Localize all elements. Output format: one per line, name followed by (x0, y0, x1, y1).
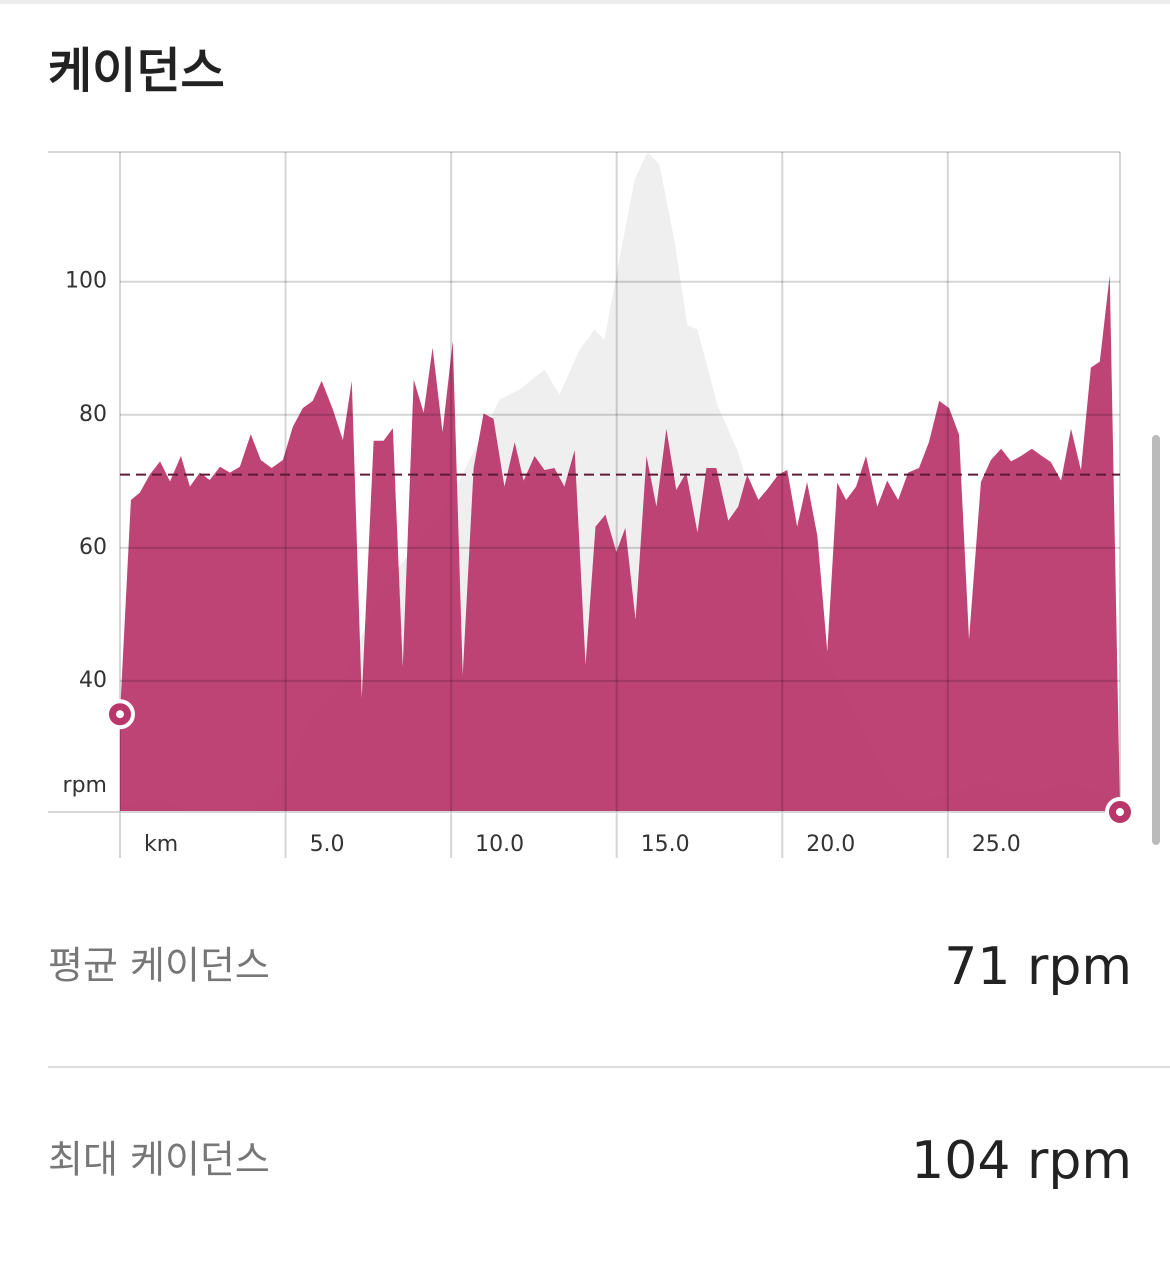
title: 케이던스 (48, 43, 225, 99)
endpoint-dot (116, 710, 124, 719)
x-tick-label: 5.0 (310, 832, 345, 857)
y-tick-label: 100 (65, 269, 107, 294)
stat-label: 평균 케이던스 (48, 944, 270, 988)
scrollbar[interactable] (1152, 435, 1160, 845)
top-bar (0, 0, 1170, 4)
x-tick-label: 10.0 (475, 832, 524, 857)
area (120, 275, 1120, 812)
endpoint-dot (1116, 808, 1124, 816)
y-tick-label: 40 (79, 668, 107, 693)
x-tick-label: 20.0 (806, 832, 855, 857)
y-axis-unit: rpm (63, 773, 107, 798)
stat-label: 최대 케이던스 (48, 1138, 270, 1182)
y-tick-label: 60 (79, 535, 107, 560)
x-tick-label: 15.0 (641, 832, 690, 857)
y-tick-label: 80 (79, 402, 107, 427)
stat-value: 71 rpm (944, 937, 1132, 997)
x-tick-label: 25.0 (972, 832, 1021, 857)
stat-value: 104 rpm (911, 1131, 1132, 1191)
x-tick-label: km (144, 832, 178, 857)
chart: 40 60 80 100 rpm km 5.0 10.0 15.0 20.0 25.0 (48, 151, 1135, 858)
